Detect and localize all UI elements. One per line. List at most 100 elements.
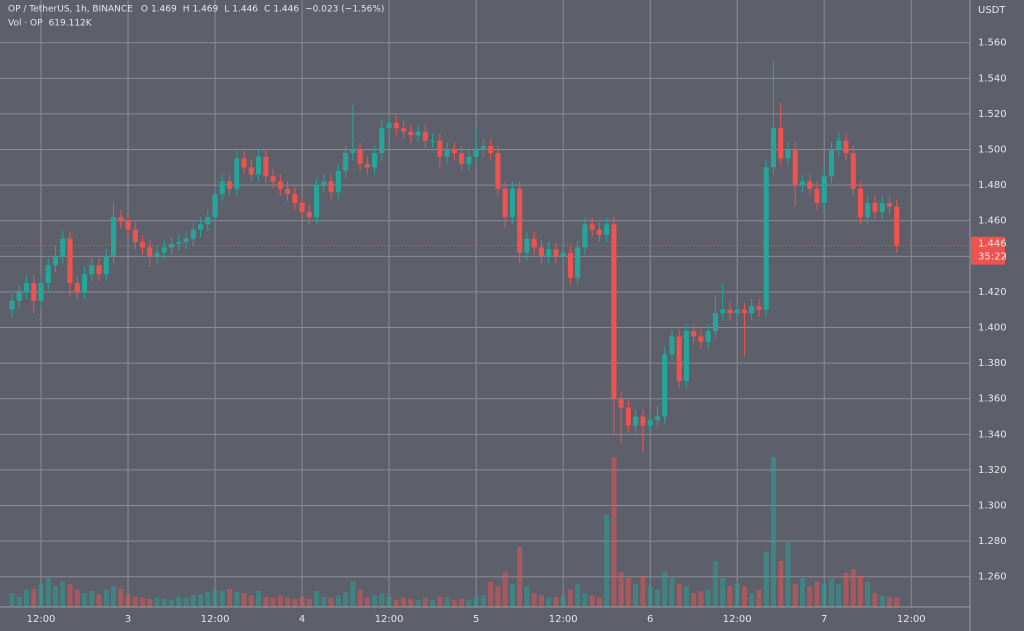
y-tick-label: 1.340 bbox=[978, 429, 1007, 440]
volume-bar bbox=[306, 598, 312, 607]
y-tick-label: 1.380 bbox=[978, 358, 1007, 369]
candle-body bbox=[16, 291, 22, 301]
volume-bar bbox=[792, 583, 798, 607]
volume-bar bbox=[560, 595, 566, 607]
volume-bar bbox=[567, 589, 573, 607]
volume-bar bbox=[886, 596, 893, 607]
volume-pane bbox=[9, 457, 900, 607]
candle-body bbox=[256, 156, 262, 175]
volume-bar bbox=[604, 514, 610, 607]
volume-bar bbox=[198, 594, 204, 607]
candle-body bbox=[488, 145, 494, 154]
candle-body bbox=[263, 156, 269, 177]
candle-body bbox=[756, 306, 762, 310]
volume-bar bbox=[437, 596, 443, 607]
candle-body bbox=[292, 194, 298, 203]
volume-bar bbox=[698, 590, 704, 607]
y-tick-label: 1.360 bbox=[978, 394, 1007, 405]
candle-body bbox=[582, 224, 588, 248]
candle-body bbox=[799, 181, 806, 186]
volume-bar bbox=[741, 586, 747, 607]
candle-body bbox=[836, 140, 842, 150]
candle-body bbox=[640, 416, 646, 426]
candle-body bbox=[524, 238, 530, 253]
candle-body bbox=[459, 153, 465, 164]
volume-bar bbox=[292, 598, 298, 607]
volume-bar bbox=[52, 586, 59, 607]
volume-bar bbox=[734, 583, 740, 607]
volume-bar bbox=[546, 597, 552, 607]
header: OP / TetherUS, 1h, BINANCE O 1.469 H 1.469 L 1… bbox=[8, 5, 384, 29]
header-text: 1.446 bbox=[273, 5, 299, 15]
volume-bar bbox=[683, 586, 689, 607]
x-tick-label: 12:00 bbox=[27, 614, 56, 625]
volume-bar bbox=[850, 568, 856, 607]
y-tick-label: 1.460 bbox=[978, 216, 1007, 227]
volume-bar bbox=[386, 596, 392, 607]
volume-bar bbox=[502, 572, 508, 607]
volume-bar bbox=[9, 593, 15, 607]
currency-label: USDT bbox=[978, 5, 1006, 16]
volume-bar bbox=[712, 560, 718, 607]
volume-bar bbox=[335, 595, 341, 607]
volume-bar bbox=[785, 542, 791, 607]
candle-body bbox=[857, 188, 864, 218]
volume-value: 619.112K bbox=[49, 19, 93, 29]
volume-bar bbox=[277, 595, 283, 607]
candle-body bbox=[517, 188, 523, 253]
last-price-label: 1.446 bbox=[978, 239, 1007, 250]
volume-bar bbox=[205, 592, 211, 607]
volume-bar bbox=[879, 595, 885, 607]
candle-body bbox=[705, 331, 711, 342]
candle-body bbox=[647, 420, 653, 426]
x-tick-label: 12:00 bbox=[375, 614, 404, 625]
candle-body bbox=[190, 229, 196, 239]
candle-body bbox=[401, 128, 407, 132]
volume-bar bbox=[89, 590, 95, 607]
candle-body bbox=[372, 153, 378, 168]
header-text: 1.469 bbox=[151, 5, 177, 15]
volume-bar bbox=[401, 597, 407, 607]
header-text: H bbox=[183, 5, 190, 15]
volume-bar bbox=[524, 586, 530, 607]
y-tick-label: 1.320 bbox=[978, 465, 1007, 476]
candle-body bbox=[9, 300, 15, 310]
candle-body bbox=[198, 224, 204, 230]
candle-body bbox=[712, 313, 718, 332]
volume-bar bbox=[321, 596, 327, 607]
volume-bar bbox=[509, 583, 515, 607]
volume-bar bbox=[676, 583, 682, 607]
volume-bar bbox=[314, 590, 320, 607]
volume-bar bbox=[103, 589, 109, 607]
candle-body bbox=[502, 188, 508, 218]
volume-bar bbox=[589, 595, 595, 607]
candle-body bbox=[277, 181, 283, 189]
header-text: OP / TetherUS, 1h, BINANCE bbox=[8, 5, 133, 15]
y-tick-label: 1.300 bbox=[978, 501, 1007, 512]
x-tick-label: 12:00 bbox=[723, 614, 752, 625]
y-tick-label: 1.260 bbox=[978, 572, 1007, 583]
candles bbox=[9, 60, 900, 453]
x-tick-label: 12:00 bbox=[549, 614, 578, 625]
x-tick-label: 7 bbox=[821, 614, 827, 625]
candle-body bbox=[408, 131, 414, 136]
y-tick-label: 1.520 bbox=[978, 109, 1007, 120]
candle-body bbox=[821, 176, 827, 203]
volume-bar bbox=[299, 596, 305, 607]
volume-bar bbox=[662, 572, 668, 607]
volume-bar bbox=[23, 589, 30, 607]
candle-body bbox=[763, 167, 769, 310]
volume-bar bbox=[488, 581, 494, 607]
candle-body bbox=[604, 224, 610, 235]
volume-bar bbox=[415, 600, 421, 607]
candle-body bbox=[430, 140, 436, 142]
candle-body bbox=[343, 153, 349, 171]
y-tick-label: 1.480 bbox=[978, 180, 1007, 191]
volume-bar bbox=[285, 597, 291, 607]
candle-body bbox=[335, 170, 341, 193]
candle-body bbox=[654, 416, 660, 421]
candle-body bbox=[850, 153, 856, 189]
volume-bar bbox=[778, 560, 784, 607]
candle-body bbox=[807, 181, 813, 189]
